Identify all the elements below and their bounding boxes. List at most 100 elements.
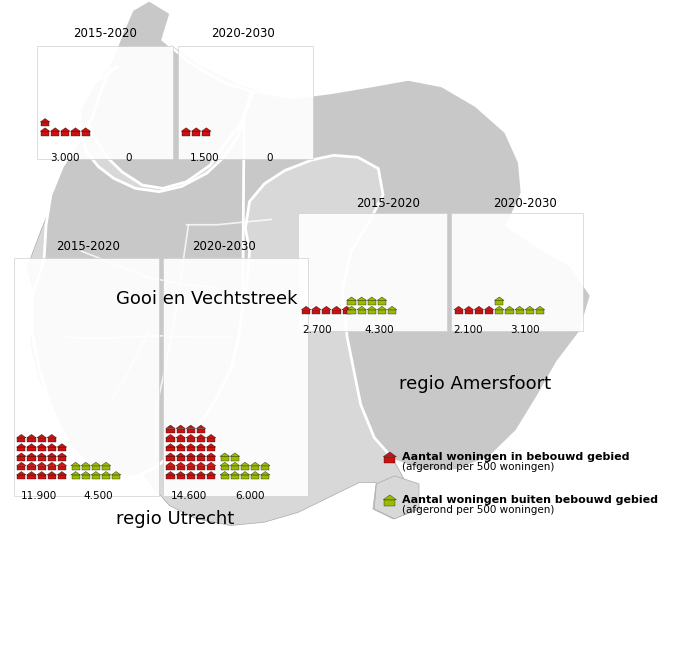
Polygon shape bbox=[367, 309, 376, 314]
Polygon shape bbox=[515, 306, 524, 309]
Polygon shape bbox=[455, 309, 462, 314]
Polygon shape bbox=[72, 475, 79, 479]
Polygon shape bbox=[346, 297, 357, 300]
Polygon shape bbox=[536, 309, 544, 314]
Polygon shape bbox=[37, 453, 46, 456]
Polygon shape bbox=[241, 465, 249, 470]
Polygon shape bbox=[58, 475, 66, 479]
Polygon shape bbox=[182, 131, 190, 136]
Polygon shape bbox=[102, 465, 110, 470]
FancyBboxPatch shape bbox=[163, 258, 308, 496]
Polygon shape bbox=[250, 462, 260, 465]
Polygon shape bbox=[196, 462, 205, 465]
Polygon shape bbox=[346, 306, 357, 309]
Polygon shape bbox=[176, 428, 184, 433]
Text: 3.100: 3.100 bbox=[511, 325, 540, 335]
Polygon shape bbox=[27, 475, 35, 479]
Polygon shape bbox=[18, 447, 25, 451]
Text: 4.500: 4.500 bbox=[83, 491, 113, 501]
Polygon shape bbox=[165, 425, 176, 428]
Polygon shape bbox=[240, 462, 250, 465]
Polygon shape bbox=[47, 434, 56, 438]
Polygon shape bbox=[81, 465, 89, 470]
Polygon shape bbox=[186, 471, 195, 475]
Polygon shape bbox=[231, 475, 239, 479]
Polygon shape bbox=[260, 462, 270, 465]
Polygon shape bbox=[58, 456, 66, 461]
Text: 3.000: 3.000 bbox=[49, 153, 79, 163]
Polygon shape bbox=[176, 462, 185, 465]
Polygon shape bbox=[251, 475, 259, 479]
Polygon shape bbox=[165, 434, 176, 438]
Polygon shape bbox=[378, 300, 386, 305]
Polygon shape bbox=[261, 465, 269, 470]
Polygon shape bbox=[167, 465, 174, 470]
FancyBboxPatch shape bbox=[451, 213, 583, 330]
Polygon shape bbox=[57, 453, 66, 456]
Polygon shape bbox=[388, 309, 396, 314]
Text: 2015-2020: 2015-2020 bbox=[356, 197, 420, 210]
Polygon shape bbox=[311, 306, 321, 309]
Polygon shape bbox=[71, 471, 81, 475]
Polygon shape bbox=[16, 462, 26, 465]
Polygon shape bbox=[207, 465, 215, 470]
Polygon shape bbox=[87, 0, 251, 188]
Polygon shape bbox=[378, 309, 386, 314]
Polygon shape bbox=[26, 462, 36, 465]
Polygon shape bbox=[186, 428, 195, 433]
Polygon shape bbox=[322, 309, 330, 314]
Polygon shape bbox=[196, 453, 205, 456]
Polygon shape bbox=[176, 465, 184, 470]
Polygon shape bbox=[72, 465, 79, 470]
Polygon shape bbox=[47, 444, 56, 447]
Polygon shape bbox=[504, 306, 514, 309]
Polygon shape bbox=[61, 131, 69, 136]
Polygon shape bbox=[535, 306, 544, 309]
Polygon shape bbox=[47, 438, 56, 442]
Text: 14.600: 14.600 bbox=[170, 491, 207, 501]
Text: 0: 0 bbox=[266, 153, 273, 163]
Polygon shape bbox=[92, 475, 100, 479]
Polygon shape bbox=[37, 462, 46, 465]
Polygon shape bbox=[167, 447, 174, 451]
Polygon shape bbox=[475, 309, 483, 314]
Polygon shape bbox=[342, 306, 351, 309]
Polygon shape bbox=[47, 456, 56, 461]
Polygon shape bbox=[186, 465, 195, 470]
Polygon shape bbox=[167, 438, 174, 442]
Text: 0: 0 bbox=[125, 153, 132, 163]
Polygon shape bbox=[197, 456, 205, 461]
Polygon shape bbox=[181, 128, 191, 131]
Polygon shape bbox=[332, 306, 341, 309]
Polygon shape bbox=[26, 444, 36, 447]
Polygon shape bbox=[186, 447, 195, 451]
Polygon shape bbox=[27, 465, 35, 470]
Polygon shape bbox=[47, 453, 56, 456]
Polygon shape bbox=[484, 306, 494, 309]
FancyBboxPatch shape bbox=[14, 258, 159, 496]
Polygon shape bbox=[260, 471, 270, 475]
Polygon shape bbox=[525, 309, 534, 314]
Polygon shape bbox=[57, 444, 66, 447]
Polygon shape bbox=[57, 471, 66, 475]
Text: 2015-2020: 2015-2020 bbox=[73, 26, 137, 40]
Polygon shape bbox=[165, 444, 176, 447]
Polygon shape bbox=[525, 306, 534, 309]
Polygon shape bbox=[367, 300, 376, 305]
Text: 6.000: 6.000 bbox=[235, 491, 264, 501]
Text: Aantal woningen buiten bebouwd gebied: Aantal woningen buiten bebouwd gebied bbox=[402, 494, 658, 505]
Polygon shape bbox=[16, 444, 26, 447]
Polygon shape bbox=[240, 471, 250, 475]
Polygon shape bbox=[230, 471, 239, 475]
Polygon shape bbox=[494, 306, 504, 309]
Polygon shape bbox=[167, 456, 174, 461]
Polygon shape bbox=[167, 428, 174, 433]
Polygon shape bbox=[374, 476, 419, 519]
Polygon shape bbox=[176, 453, 185, 456]
Polygon shape bbox=[206, 471, 216, 475]
Text: 2015-2020: 2015-2020 bbox=[56, 239, 120, 253]
Polygon shape bbox=[37, 465, 45, 470]
Polygon shape bbox=[191, 128, 201, 131]
Polygon shape bbox=[176, 434, 185, 438]
Polygon shape bbox=[384, 457, 395, 463]
